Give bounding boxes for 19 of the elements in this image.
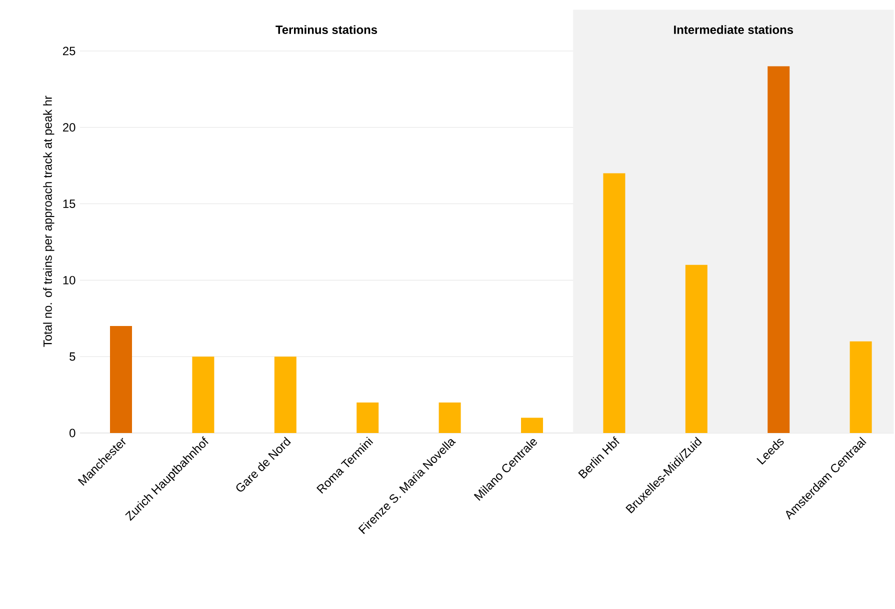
y-tick-label: 5 xyxy=(70,352,76,361)
bar xyxy=(521,418,544,433)
y-tick-label: 20 xyxy=(63,123,76,132)
y-tick-label: 0 xyxy=(70,428,76,438)
y-tick-label: 25 xyxy=(63,46,76,56)
bar xyxy=(850,341,872,433)
bar xyxy=(768,66,790,433)
bar xyxy=(110,326,132,433)
bar xyxy=(438,402,461,433)
band-label: Intermediate stations xyxy=(674,25,794,34)
y-tick-label: 15 xyxy=(63,200,76,208)
bar xyxy=(274,356,296,433)
bar xyxy=(685,264,708,433)
y-axis-title: Total no. of trains per approach track at peak hr xyxy=(43,96,54,347)
annotation: Terminus stations xyxy=(276,25,378,34)
bar xyxy=(192,356,214,433)
bar xyxy=(356,402,379,433)
y-tick-label: 10 xyxy=(63,276,76,284)
bar xyxy=(603,173,626,433)
